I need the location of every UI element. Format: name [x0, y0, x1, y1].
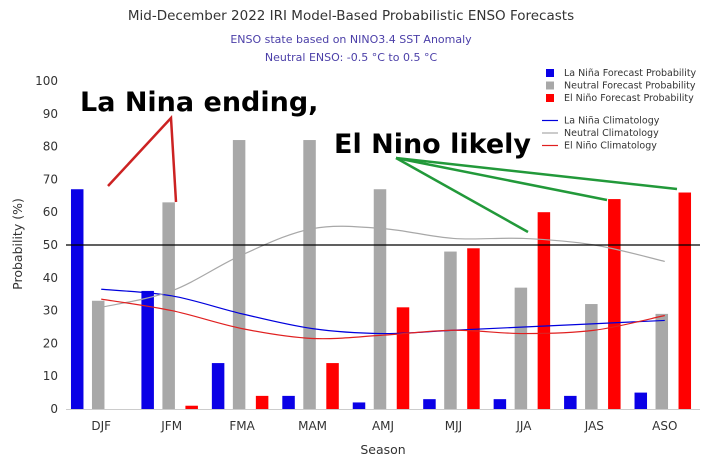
- y-tick-label: 100: [35, 74, 58, 88]
- legend-swatch: [546, 69, 554, 77]
- y-tick-label: 50: [43, 238, 58, 252]
- bar-la-nina[interactable]: [141, 290, 154, 409]
- annotation-la-nina-arrow: [107, 115, 178, 203]
- chart-subtitle-line-1: ENSO state based on NINO3.4 SST Anomaly: [230, 33, 472, 46]
- bar-la-nina[interactable]: [564, 395, 577, 409]
- annotation-la-nina: La Nina ending,: [80, 87, 318, 203]
- legend-label[interactable]: La Niña Climatology: [564, 116, 660, 127]
- y-tick-label: 80: [43, 140, 58, 154]
- y-axis-title: Probability (%): [10, 198, 25, 290]
- bar-neutral[interactable]: [585, 304, 598, 409]
- bar-el-nino[interactable]: [608, 199, 621, 409]
- bar-el-nino[interactable]: [185, 405, 198, 409]
- bar-la-nina[interactable]: [282, 395, 295, 409]
- chart-title: Mid-December 2022 IRI Model-Based Probab…: [128, 8, 574, 24]
- bar-neutral[interactable]: [514, 287, 528, 409]
- annotation-el-nino-text: El Nino likely: [334, 129, 531, 160]
- bar-la-nina[interactable]: [634, 392, 648, 409]
- bar-la-nina[interactable]: [211, 363, 225, 409]
- legend-swatch: [546, 94, 554, 102]
- bar-group: [70, 140, 692, 410]
- bar-neutral[interactable]: [373, 189, 387, 409]
- legend-label[interactable]: Neutral Climatology: [564, 128, 659, 139]
- bar-neutral[interactable]: [232, 140, 246, 410]
- legend-swatch: [546, 81, 554, 90]
- legend-label[interactable]: Neutral Forecast Probability: [564, 81, 696, 92]
- bar-la-nina[interactable]: [70, 189, 84, 409]
- climatology-line-el-nino[interactable]: [101, 298, 665, 340]
- bar-el-nino[interactable]: [396, 307, 410, 409]
- chart-subtitle-line-2: Neutral ENSO: -0.5 °C to 0.5 °C: [265, 51, 438, 64]
- legend-label[interactable]: El Niño Forecast Probability: [564, 93, 694, 104]
- legend-label[interactable]: El Niño Climatology: [564, 141, 657, 152]
- climatology-line-neutral[interactable]: [101, 225, 665, 308]
- bar-neutral[interactable]: [162, 202, 175, 409]
- annotation-el-nino-arrow-aso: [395, 156, 678, 191]
- y-tick-label: 20: [43, 336, 58, 350]
- annotation-el-nino-arrow-jja: [395, 156, 529, 234]
- bar-el-nino[interactable]: [255, 395, 269, 409]
- bar-el-nino[interactable]: [537, 212, 551, 409]
- annotation-el-nino: El Nino likely: [334, 129, 678, 234]
- x-tick-label: FMA: [229, 419, 255, 433]
- climatology-line-la-nina[interactable]: [101, 288, 665, 335]
- bar-el-nino[interactable]: [678, 192, 692, 409]
- y-tick-label: 30: [43, 304, 58, 318]
- annotation-el-nino-arrow-jas: [395, 156, 608, 202]
- bar-el-nino[interactable]: [326, 363, 339, 409]
- x-axis-title: Season: [360, 442, 405, 457]
- bar-neutral[interactable]: [655, 313, 669, 409]
- y-tick-label: 60: [43, 205, 58, 219]
- bar-la-nina[interactable]: [493, 399, 507, 409]
- x-tick-label: JFM: [160, 419, 182, 433]
- bar-el-nino[interactable]: [467, 248, 480, 409]
- climatology-lines: [101, 225, 665, 340]
- y-tick-label: 40: [43, 271, 58, 285]
- legend-label[interactable]: La Niña Forecast Probability: [564, 68, 697, 79]
- bar-neutral[interactable]: [303, 140, 316, 410]
- bar-la-nina[interactable]: [352, 402, 366, 409]
- x-axis-ticks: DJF JFM FMA MAM AMJ MJJ JJA JAS ASO: [91, 419, 677, 433]
- x-tick-label: ASO: [652, 419, 677, 433]
- x-tick-label: DJF: [91, 419, 111, 433]
- y-tick-label: 0: [50, 402, 58, 416]
- y-axis-ticks: 0 10 20 30 40 50 60 70 80 90 100: [35, 74, 58, 416]
- y-tick-label: 90: [43, 107, 58, 121]
- legend[interactable]: La Niña Forecast Probability Neutral Fore…: [542, 68, 697, 152]
- x-tick-label: MJJ: [445, 419, 462, 433]
- annotation-la-nina-text: La Nina ending,: [80, 87, 318, 118]
- bar-la-nina[interactable]: [423, 399, 436, 409]
- x-tick-label: JJA: [515, 419, 532, 433]
- x-tick-label: JAS: [584, 419, 604, 433]
- x-tick-label: MAM: [298, 419, 327, 433]
- bar-neutral[interactable]: [91, 300, 105, 409]
- y-tick-label: 10: [43, 369, 58, 383]
- y-tick-label: 70: [43, 172, 58, 186]
- x-tick-label: AMJ: [372, 419, 394, 433]
